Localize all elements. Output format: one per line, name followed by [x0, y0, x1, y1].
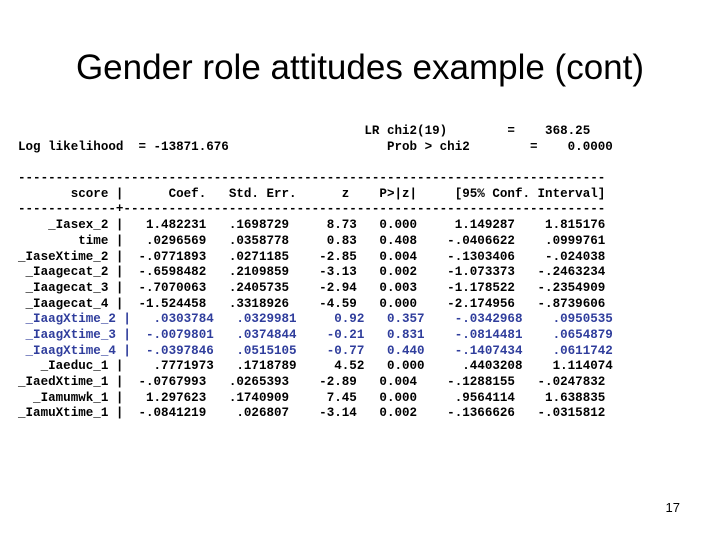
table-row: _Iasex_2 | 1.482231 .1698729 8.73 0.000 … [18, 218, 606, 233]
table-row: _Iaagecat_2 | -.6598482 .2109859 -3.13 0… [18, 265, 606, 280]
table-row: _Iamumwk_1 | 1.297623 .1740909 7.45 0.00… [18, 390, 606, 405]
table-row: _IamuXtime_1 | -.0841219 .026807 -3.14 0… [18, 406, 606, 421]
table-row: _Iaagecat_4 | -1.524458 .3318926 -4.59 0… [18, 296, 606, 311]
column-header: score | Coef. Std. Err. z P>|z| [95% Con… [18, 186, 606, 201]
log-likelihood-line: Log likelihood = -13871.676 Prob > chi2 … [18, 139, 613, 154]
coefficient-rows: _Iasex_2 | 1.482231 .1698729 8.73 0.000 … [18, 218, 613, 422]
table-row: _Iaeduc_1 | .7771973 .1718789 4.52 0.000… [18, 359, 613, 374]
regression-output: LR chi2(19) = 368.25 Log likelihood = -13… [18, 124, 613, 422]
table-row: _IaedXtime_1 | -.0767993 .0265393 -2.89 … [18, 375, 606, 389]
table-row: _IaagXtime_4 | -.0397846 .0515105 -0.77 … [18, 343, 613, 358]
header-separator: -------------+--------------------------… [18, 202, 606, 217]
table-row: _IaagXtime_3 | -.0079801 .0374844 -0.21 … [18, 327, 613, 342]
blank-line [18, 155, 613, 171]
slide-title: Gender role attitudes example (cont) [75, 48, 645, 87]
top-rule: ----------------------------------------… [18, 171, 606, 186]
page-number: 17 [665, 500, 680, 515]
table-row: _IaagXtime_2 | .0303784 .0329981 0.92 0.… [18, 312, 613, 327]
table-row: _Iaagecat_3 | -.7070063 .2405735 -2.94 0… [18, 280, 606, 295]
table-row: _IaseXtime_2 | -.0771893 .0271185 -2.85 … [18, 249, 606, 264]
table-row: time | .0296569 .0358778 0.83 0.408 -.04… [18, 233, 606, 248]
lr-chi2-line: LR chi2(19) = 368.25 [18, 124, 591, 138]
